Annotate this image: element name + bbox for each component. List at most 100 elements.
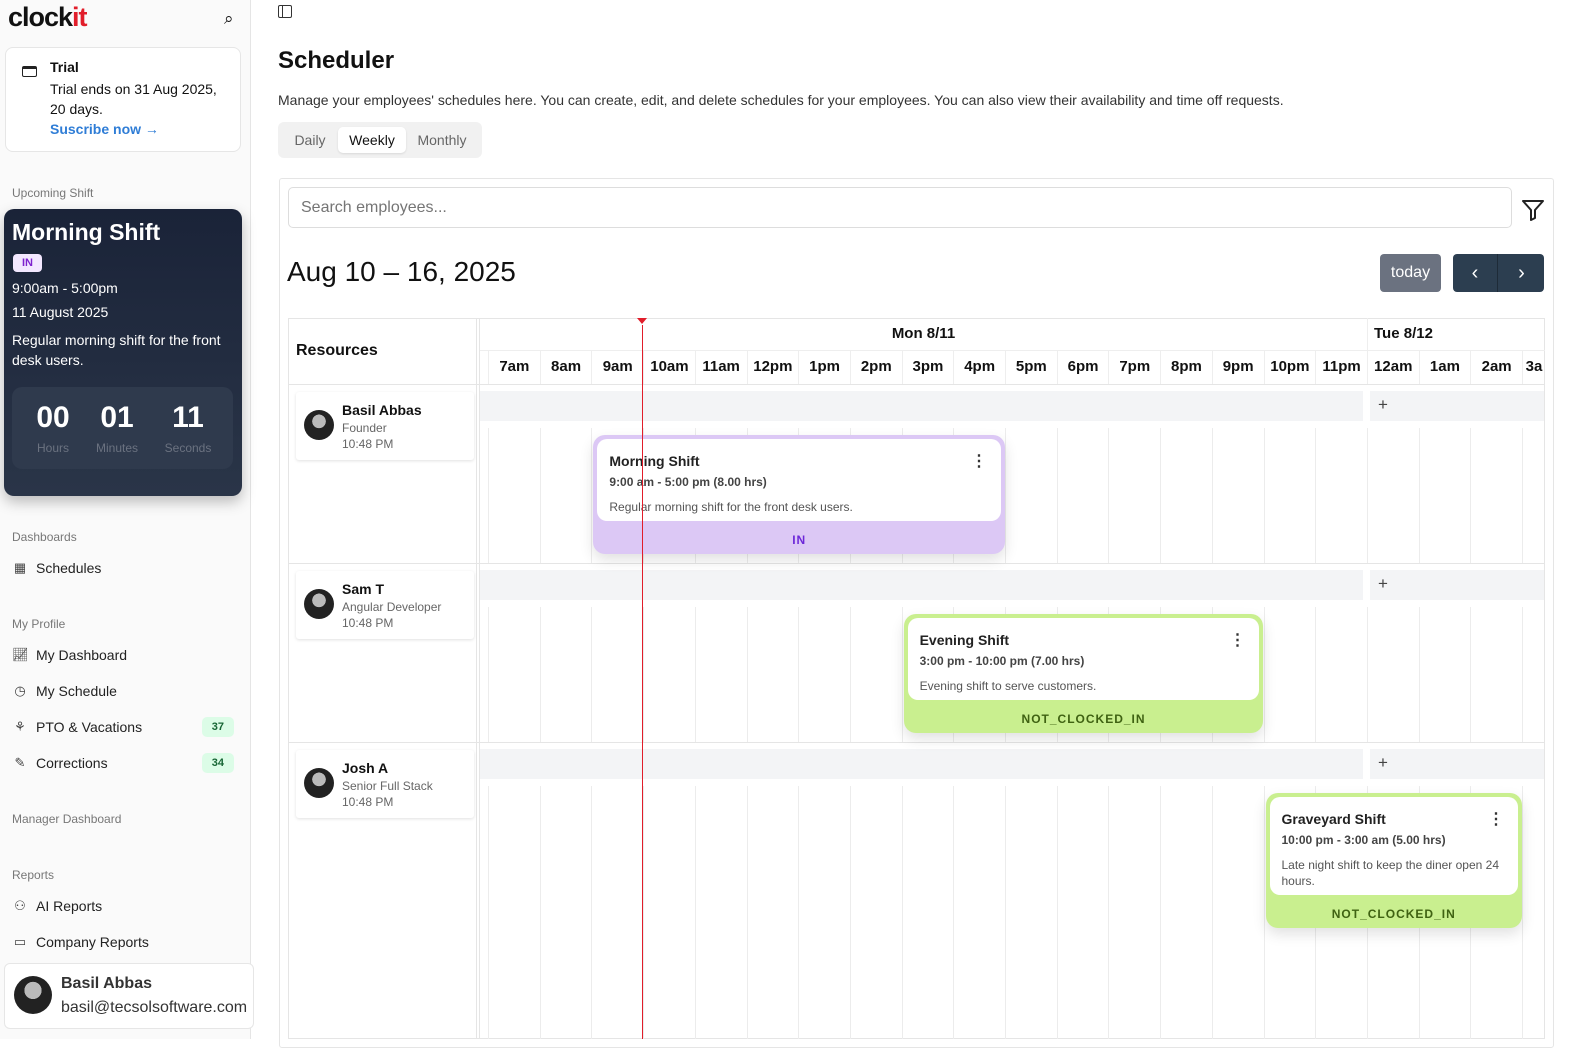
prev-week-button[interactable]: ‹ — [1453, 254, 1498, 292]
grid-line — [1263, 786, 1265, 1039]
sidebar-item-ai-reports[interactable]: ⚇ AI Reports — [12, 894, 234, 918]
hour-label: 8pm — [1160, 350, 1212, 384]
bot-icon: ⚇ — [14, 898, 26, 913]
view-tabs: Daily Weekly Monthly — [278, 122, 482, 158]
event-description: Late night shift to keep the diner open … — [1281, 858, 1500, 888]
hour-label: 7pm — [1108, 350, 1160, 384]
user-email: basil@tecsolsoftware.com — [61, 999, 248, 1016]
toggle-sidebar-icon[interactable] — [278, 5, 292, 18]
hour-label: 12pm — [746, 350, 799, 384]
grid-line — [1418, 428, 1420, 563]
grid-line — [798, 786, 800, 1039]
grid-line — [1005, 428, 1006, 563]
hour-label: 4pm — [953, 350, 1005, 384]
grid-line — [591, 607, 593, 742]
sidebar-item-label: My Schedule — [36, 683, 117, 699]
sidebar-item-label: Corrections — [36, 755, 108, 771]
sidebar-item-pto[interactable]: ⚘ PTO & Vacations 37 — [12, 715, 234, 739]
event-title: Morning Shift — [609, 453, 700, 469]
sidebar-item-schedules[interactable]: ▦ Schedules — [12, 556, 234, 580]
avatar — [304, 589, 334, 619]
countdown-hours: 00 — [36, 401, 70, 434]
grid-line — [1005, 786, 1006, 1039]
tab-weekly[interactable]: Weekly — [338, 127, 406, 153]
sidebar-item-label: Schedules — [36, 560, 102, 576]
all-day-lane[interactable] — [480, 391, 1363, 421]
shift-title: Morning Shift — [12, 219, 161, 245]
sidebar-item-corrections[interactable]: ✎ Corrections 34 — [12, 751, 234, 775]
upcoming-shift-card[interactable]: Morning Shift IN 9:00am - 5:00pm 11 Augu… — [4, 209, 242, 496]
grid-line — [1522, 428, 1523, 563]
countdown-seconds-label: Seconds — [164, 441, 212, 455]
resource-divider[interactable] — [476, 318, 480, 1039]
resource-card[interactable]: Basil Abbas Founder 10:48 PM — [296, 392, 474, 460]
section-reports: Reports — [12, 868, 55, 882]
grid-line — [849, 786, 851, 1039]
grid-line — [1315, 607, 1317, 742]
event-hours: 10:00 pm - 3:00 am (5.00 hrs) — [1281, 833, 1446, 847]
resource-time: 10:48 PM — [342, 437, 394, 451]
logo[interactable]: clockit — [8, 2, 88, 33]
tab-daily[interactable]: Daily — [294, 132, 326, 148]
grid-line — [1056, 428, 1058, 563]
palm-tree-icon: ⚘ — [14, 719, 26, 734]
subscribe-link[interactable]: Suscribe now → — [50, 121, 159, 137]
section-dashboards: Dashboards — [12, 530, 77, 544]
shift-status-badge: IN — [13, 254, 42, 272]
chart-icon: 📈︎ — [12, 647, 29, 662]
resource-card[interactable]: Sam T Angular Developer 10:48 PM — [296, 571, 474, 639]
resource-name: Basil Abbas — [342, 402, 422, 418]
hour-label: 3a — [1522, 350, 1545, 384]
sidebar-item-company-reports[interactable]: ▭ Company Reports — [12, 930, 234, 954]
shift-event[interactable]: Evening Shift 3:00 pm - 10:00 pm (7.00 h… — [903, 614, 1264, 733]
all-day-lane[interactable] — [480, 570, 1363, 600]
shift-description: Regular morning shift for the front desk… — [12, 332, 221, 368]
event-hours: 3:00 pm - 10:00 pm (7.00 hrs) — [919, 654, 1085, 668]
trial-card: Trial Trial ends on 31 Aug 2025, 20 days… — [5, 47, 241, 152]
sidebar-item-my-dashboard[interactable]: 📈︎ My Dashboard — [12, 643, 234, 667]
sidebar-item-label: My Dashboard — [36, 647, 128, 663]
more-options-icon[interactable]: ⋮ — [1229, 632, 1246, 649]
search-icon[interactable]: ⌕ — [224, 9, 234, 28]
calendar-icon: ▦ — [13, 560, 27, 575]
add-shift-button[interactable]: + — [1370, 391, 1544, 421]
trial-text: Trial ends on 31 Aug 2025, 20 days. — [50, 81, 217, 117]
grid-line — [953, 786, 955, 1039]
day-header-mon: Mon 8/11 — [891, 325, 956, 342]
pto-count-badge: 37 — [201, 717, 234, 737]
grid-line — [1522, 607, 1523, 742]
user-profile[interactable]: Basil Abbas basil@tecsolsoftware.com — [4, 963, 254, 1029]
add-shift-button[interactable]: + — [1370, 749, 1544, 779]
resource-card[interactable]: Josh A Senior Full Stack 10:48 PM — [296, 750, 474, 818]
shift-event[interactable]: Graveyard Shift 10:00 pm - 3:00 am (5.00… — [1265, 793, 1522, 928]
grid-line — [539, 786, 541, 1039]
resource-role: Senior Full Stack — [342, 779, 433, 793]
grid-line — [488, 607, 489, 742]
grid-line — [746, 607, 748, 742]
countdown: 00 Hours 01 Minutes 11 Seconds — [12, 387, 233, 469]
user-name: Basil Abbas — [61, 975, 152, 992]
sidebar-item-label: Company Reports — [36, 934, 149, 950]
event-description: Evening shift to serve customers. — [919, 679, 1097, 693]
grid-line — [1470, 607, 1472, 742]
hour-label: 5pm — [1005, 350, 1057, 384]
grid-line — [1522, 786, 1523, 1039]
more-options-icon[interactable]: ⋮ — [970, 453, 987, 470]
hour-label: 2am — [1470, 350, 1522, 384]
filter-icon[interactable] — [1521, 199, 1545, 221]
search-employees-input[interactable] — [288, 187, 1512, 228]
day-header-tue: Tue 8/12 — [1367, 318, 1545, 350]
all-day-lane[interactable] — [480, 749, 1363, 779]
grid-line — [901, 786, 903, 1039]
next-week-button[interactable]: › — [1518, 262, 1525, 284]
shift-event[interactable]: Morning Shift 9:00 am - 5:00 pm (8.00 hr… — [593, 435, 1005, 554]
event-description: Regular morning shift for the front desk… — [609, 500, 853, 514]
hour-label: 1pm — [798, 350, 850, 384]
countdown-hours-label: Hours — [36, 441, 69, 455]
resource-role: Founder — [342, 421, 387, 435]
add-shift-button[interactable]: + — [1370, 570, 1544, 600]
sidebar-item-my-schedule[interactable]: ◷ My Schedule — [12, 679, 234, 703]
more-options-icon[interactable]: ⋮ — [1488, 811, 1504, 828]
tab-monthly[interactable]: Monthly — [417, 132, 467, 148]
today-button[interactable]: today — [1380, 254, 1441, 292]
